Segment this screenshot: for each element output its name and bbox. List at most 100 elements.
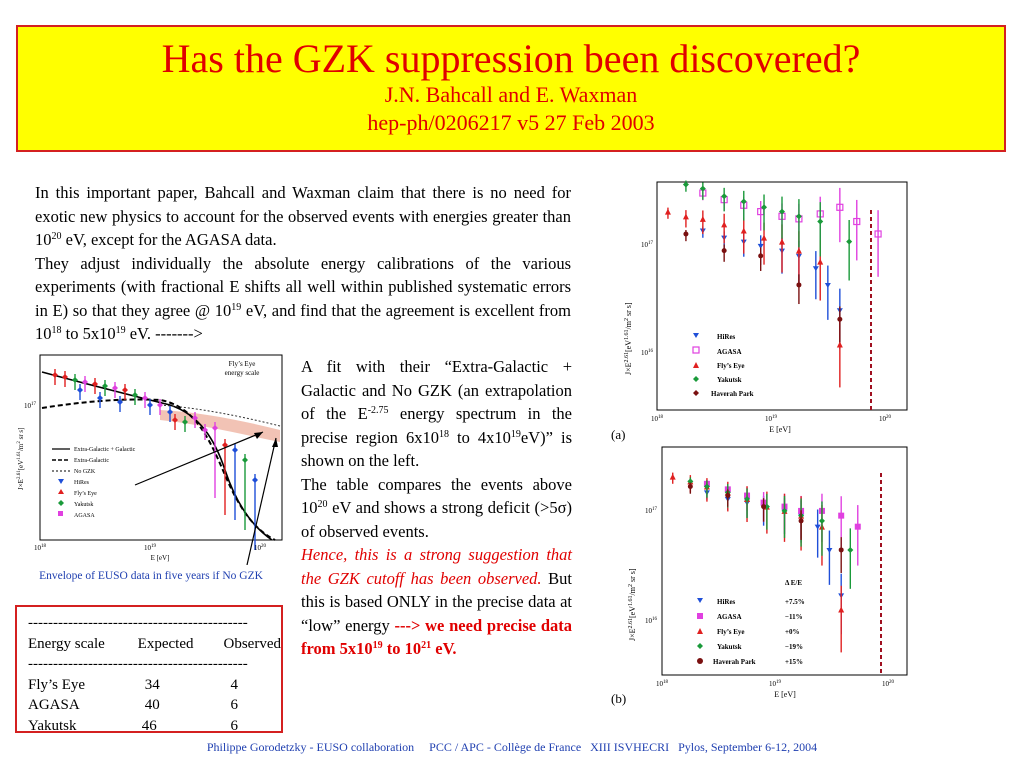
row-label: Fly’s Eye [28, 676, 86, 693]
y-tick-label: 1017 [24, 402, 37, 410]
data-point [838, 606, 845, 613]
x-tick-label: 1018 [656, 680, 669, 688]
data-point [826, 547, 833, 553]
data-point [157, 402, 163, 408]
data-point [838, 512, 845, 519]
legend-label: HiRes [717, 333, 736, 341]
data-point [721, 193, 728, 200]
x-tick-label: 1018 [651, 415, 664, 423]
table-divider: ----------------------------------------… [28, 615, 248, 631]
shift-value: +0% [785, 628, 800, 636]
fit-paragraph: A fit with their “Extra-Galactic + Galac… [301, 355, 572, 661]
data-point [795, 213, 802, 220]
fit-plot: Fly’s Eye energy scale 1017 J×E2.61[eV1.… [17, 354, 283, 565]
x-axis-label: E [eV] [151, 554, 170, 562]
intro-paragraph: In this important paper, Bahcall and Wax… [35, 181, 571, 341]
data-point [779, 238, 785, 245]
data-point [82, 379, 88, 385]
extra-galactic-curve [41, 398, 276, 541]
data-point [699, 185, 706, 192]
intro-p2: They adjust individually the absolute en… [35, 253, 571, 342]
table-row: Yakutsk 46 6 [28, 716, 281, 737]
data-point [192, 415, 198, 421]
row-observed: 6 [230, 697, 239, 713]
data-point [758, 253, 764, 259]
row-expected: 34 [144, 676, 160, 693]
plot-a: 1017 1016 J×E2.61[eV1.61/m2 sr s] 1018 1… [611, 180, 908, 442]
table-description: The table compares the events above 1020… [301, 474, 572, 541]
legend-label: HiRes [717, 598, 736, 606]
y-axis-label: J×E2.61[eV1.61/m2 sr s] [628, 568, 637, 641]
table-header-row: Energy scale Expected Observed [28, 634, 281, 655]
data-point [796, 282, 802, 288]
y-axis-label: J×E2.61[eV1.61/m2 sr s] [17, 428, 25, 490]
header-energy-scale: Energy scale [28, 635, 105, 652]
data-point [122, 387, 128, 393]
title-box: Has the GZK suppression been discovered?… [16, 25, 1006, 152]
plot-a-legend: HiRes AGASA Fly’s Eye Yakutsk Haverah Pa… [692, 333, 754, 398]
envelope-arrow-2 [246, 437, 277, 565]
data-point [232, 447, 238, 453]
data-point [167, 409, 173, 415]
data-point [838, 547, 844, 553]
arrowhead-2 [272, 438, 278, 447]
data-point [97, 395, 103, 401]
legend-label: HiRes [74, 480, 90, 486]
data-point [761, 234, 768, 241]
y-axis-label: J×E2.61[eV1.61/m2 sr s] [624, 302, 633, 375]
data-point [824, 282, 831, 288]
data-point [740, 198, 747, 205]
data-point [664, 208, 671, 215]
legend-label: Fly’s Eye [717, 628, 745, 636]
legend-label: Haverah Park [711, 390, 754, 398]
data-point [682, 213, 689, 220]
data-point [721, 248, 727, 254]
data-point [817, 218, 824, 225]
data-point [812, 266, 819, 272]
data-point [874, 230, 882, 238]
data-point [682, 181, 689, 188]
data-point [252, 477, 258, 483]
header-expected: Expected [137, 635, 194, 652]
data-point [699, 215, 706, 222]
slide-reference: hep-ph/0206217 v5 27 Feb 2003 [367, 110, 655, 135]
data-point [147, 402, 153, 408]
table-row: Fly’s Eye 34 4 [28, 675, 281, 696]
envelope-arrow-1 [134, 431, 264, 486]
legend-label: Fly’s Eye [74, 491, 97, 497]
data-point [817, 258, 824, 265]
data-point [683, 231, 689, 237]
shift-value: +15% [785, 658, 803, 666]
y-tick-label: 1016 [641, 349, 654, 357]
row-observed: 4 [230, 676, 239, 693]
data-point [814, 524, 821, 530]
legend-label: Fly’s Eye [717, 362, 745, 370]
x-tick-label: 1020 [879, 415, 892, 423]
table-divider: ----------------------------------------… [28, 656, 248, 672]
data-point [740, 227, 747, 234]
data-point [202, 427, 208, 433]
data-point [757, 243, 764, 249]
slide-authors: J.N. Bahcall and E. Waxman [384, 82, 638, 107]
data-point [721, 221, 728, 228]
legend-label: Haverah Park [713, 658, 756, 666]
data-point [853, 217, 861, 226]
plot-a-data-points [664, 180, 882, 388]
data-point [132, 392, 138, 398]
legend-label: AGASA [717, 613, 742, 621]
data-point [846, 238, 853, 245]
data-point [837, 316, 843, 322]
data-point [92, 381, 98, 387]
data-point [142, 395, 148, 401]
legend-label: Yakutsk [74, 502, 93, 508]
x-tick-label: 1019 [144, 544, 157, 552]
fit-data-points [52, 369, 258, 550]
data-point [836, 341, 843, 348]
conclusion: Hence, this is a strong suggestion that … [301, 545, 572, 658]
data-point [761, 504, 767, 510]
energy-scale-label-2: energy scale [225, 369, 260, 377]
data-point [212, 425, 218, 431]
data-point [779, 208, 785, 215]
data-point [744, 495, 751, 502]
row-observed: 6 [230, 717, 239, 734]
